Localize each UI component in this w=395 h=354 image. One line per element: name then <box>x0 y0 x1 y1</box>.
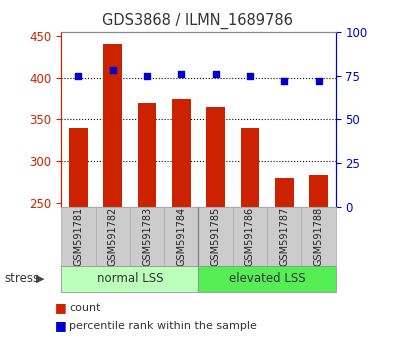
Bar <box>61 266 198 292</box>
Text: GSM591783: GSM591783 <box>142 207 152 266</box>
Bar <box>137 103 156 207</box>
Text: GDS3868 / ILMN_1689786: GDS3868 / ILMN_1689786 <box>102 12 293 29</box>
Text: ▶: ▶ <box>36 274 45 284</box>
Bar <box>206 107 225 207</box>
Text: percentile rank within the sample: percentile rank within the sample <box>69 321 257 331</box>
Bar <box>164 207 199 266</box>
Text: GSM591784: GSM591784 <box>176 207 186 266</box>
Point <box>213 71 219 77</box>
Point <box>109 68 116 73</box>
Bar <box>130 207 164 266</box>
Text: stress: stress <box>4 272 39 285</box>
Text: ■: ■ <box>55 302 67 314</box>
Text: GSM591781: GSM591781 <box>73 207 83 266</box>
Bar <box>301 207 336 266</box>
Point <box>316 78 322 84</box>
Text: normal LSS: normal LSS <box>97 272 163 285</box>
Bar <box>103 44 122 207</box>
Point <box>178 71 184 77</box>
Text: GSM591785: GSM591785 <box>211 207 221 266</box>
Bar <box>267 207 301 266</box>
Text: GSM591786: GSM591786 <box>245 207 255 266</box>
Text: GSM591782: GSM591782 <box>108 207 118 266</box>
Point <box>75 73 81 79</box>
Bar <box>233 207 267 266</box>
Text: count: count <box>69 303 101 313</box>
Bar <box>61 207 96 266</box>
Point <box>247 73 253 79</box>
Bar <box>275 178 294 207</box>
Bar <box>96 207 130 266</box>
Point <box>144 73 150 79</box>
Bar <box>198 207 233 266</box>
Bar <box>69 128 88 207</box>
Text: GSM591787: GSM591787 <box>279 207 289 266</box>
Point <box>281 78 288 84</box>
Text: elevated LSS: elevated LSS <box>229 272 305 285</box>
Text: GSM591788: GSM591788 <box>314 207 324 266</box>
Bar <box>241 128 260 207</box>
Bar <box>172 99 191 207</box>
Bar <box>309 175 328 207</box>
Bar <box>198 266 336 292</box>
Text: ■: ■ <box>55 319 67 332</box>
